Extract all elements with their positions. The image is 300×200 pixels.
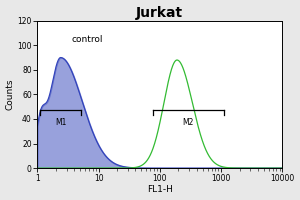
Text: M1: M1 <box>55 118 67 127</box>
X-axis label: FL1-H: FL1-H <box>147 185 173 194</box>
Text: control: control <box>71 35 103 44</box>
Text: M2: M2 <box>183 118 194 127</box>
Y-axis label: Counts: Counts <box>6 79 15 110</box>
Title: Jurkat: Jurkat <box>136 6 183 20</box>
